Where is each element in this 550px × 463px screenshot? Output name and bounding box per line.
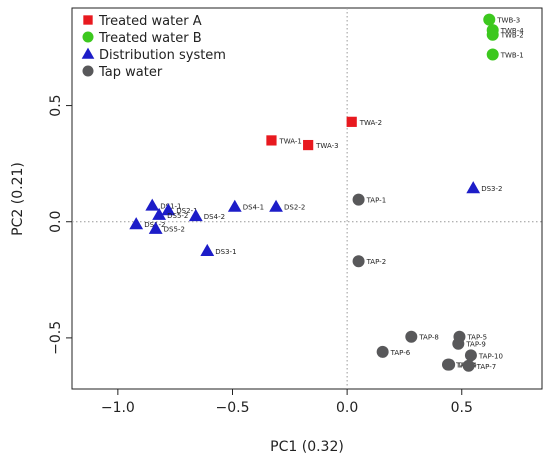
- y-axis-ticks: −0.5 0.0 0.5: [48, 94, 72, 355]
- point-label: TAP-6: [390, 349, 411, 357]
- data-point: [452, 337, 465, 350]
- point-label: TWB-2: [500, 32, 524, 40]
- x-axis-ticks: −1.0 −0.5 0.0 0.5: [101, 389, 473, 416]
- data-point: [352, 255, 365, 268]
- data-point: [376, 345, 389, 358]
- point-label: TAP-1: [366, 197, 387, 205]
- legend-label: Treated water A: [98, 14, 202, 29]
- point-label: DS3-2: [481, 185, 502, 193]
- point-label: DS4-2: [204, 213, 225, 221]
- x-tick-label: −0.5: [215, 400, 249, 416]
- data-point: [483, 13, 496, 26]
- plot-area-frame: [71, 7, 543, 390]
- point-label: DS5-2: [167, 212, 188, 220]
- point-label: TWB-3: [496, 17, 520, 25]
- data-point: [161, 203, 176, 216]
- data-point: [486, 48, 499, 61]
- x-tick-label: 0.5: [451, 400, 473, 416]
- legend-marker: [82, 65, 94, 77]
- data-point: [352, 193, 365, 206]
- data-point: [443, 358, 456, 371]
- legend-label: Tap water: [98, 65, 163, 80]
- point-label: TAP-5: [466, 334, 487, 342]
- point-label: TWA-3: [315, 142, 338, 150]
- y-tick-label: −0.5: [48, 321, 64, 355]
- point-label: TAP-10: [478, 352, 503, 360]
- data-point: [486, 28, 499, 41]
- legend-marker: [81, 47, 95, 59]
- data-point: [148, 221, 163, 234]
- point-label: DS2-2: [284, 204, 305, 212]
- point-label: TAP-9: [465, 341, 486, 349]
- legend-marker: [82, 31, 94, 43]
- data-point: [200, 243, 215, 256]
- legend-label: Treated water B: [98, 31, 202, 46]
- x-axis-title: PC1 (0.32): [270, 439, 344, 455]
- point-label: TAP-2: [366, 258, 387, 266]
- data-point: [152, 207, 167, 220]
- reference-lines: [72, 8, 542, 389]
- data-point: [303, 139, 314, 151]
- legend-marker: [83, 15, 93, 25]
- y-tick-label: 0.5: [48, 94, 64, 116]
- data-point: [346, 116, 357, 127]
- data-point: [464, 349, 477, 362]
- y-axis-title: PC2 (0.21): [10, 162, 26, 236]
- data-point: [129, 217, 144, 230]
- legend-label: Distribution system: [99, 48, 226, 63]
- data-point: [466, 181, 481, 194]
- data-point: [188, 209, 203, 222]
- data-point: [145, 198, 160, 211]
- point-label: DS5-2: [164, 226, 185, 234]
- point-label: DS1-1: [160, 202, 181, 210]
- point-label: DS3-1: [215, 248, 236, 256]
- point-label: TWB-4: [500, 27, 525, 35]
- point-label: TWB-1: [500, 51, 524, 59]
- data-point: [405, 330, 418, 343]
- point-label: TWA-1: [278, 137, 301, 145]
- point-label: TAP-7: [476, 363, 497, 371]
- x-tick-label: 0.0: [336, 400, 358, 416]
- point-label: DS4-1: [243, 204, 264, 212]
- data-point: [462, 359, 475, 372]
- legend: Treated water A Treated water B Distributi…: [81, 14, 226, 80]
- data-point: [227, 199, 242, 212]
- y-tick-label: 0.0: [48, 211, 64, 233]
- x-tick-label: −1.0: [101, 400, 135, 416]
- point-label: DS2-1: [176, 207, 197, 215]
- data-point: [269, 199, 283, 212]
- point-label: TAP-8: [418, 334, 439, 342]
- point-label: TWA-2: [359, 119, 382, 127]
- data-point: [266, 135, 277, 146]
